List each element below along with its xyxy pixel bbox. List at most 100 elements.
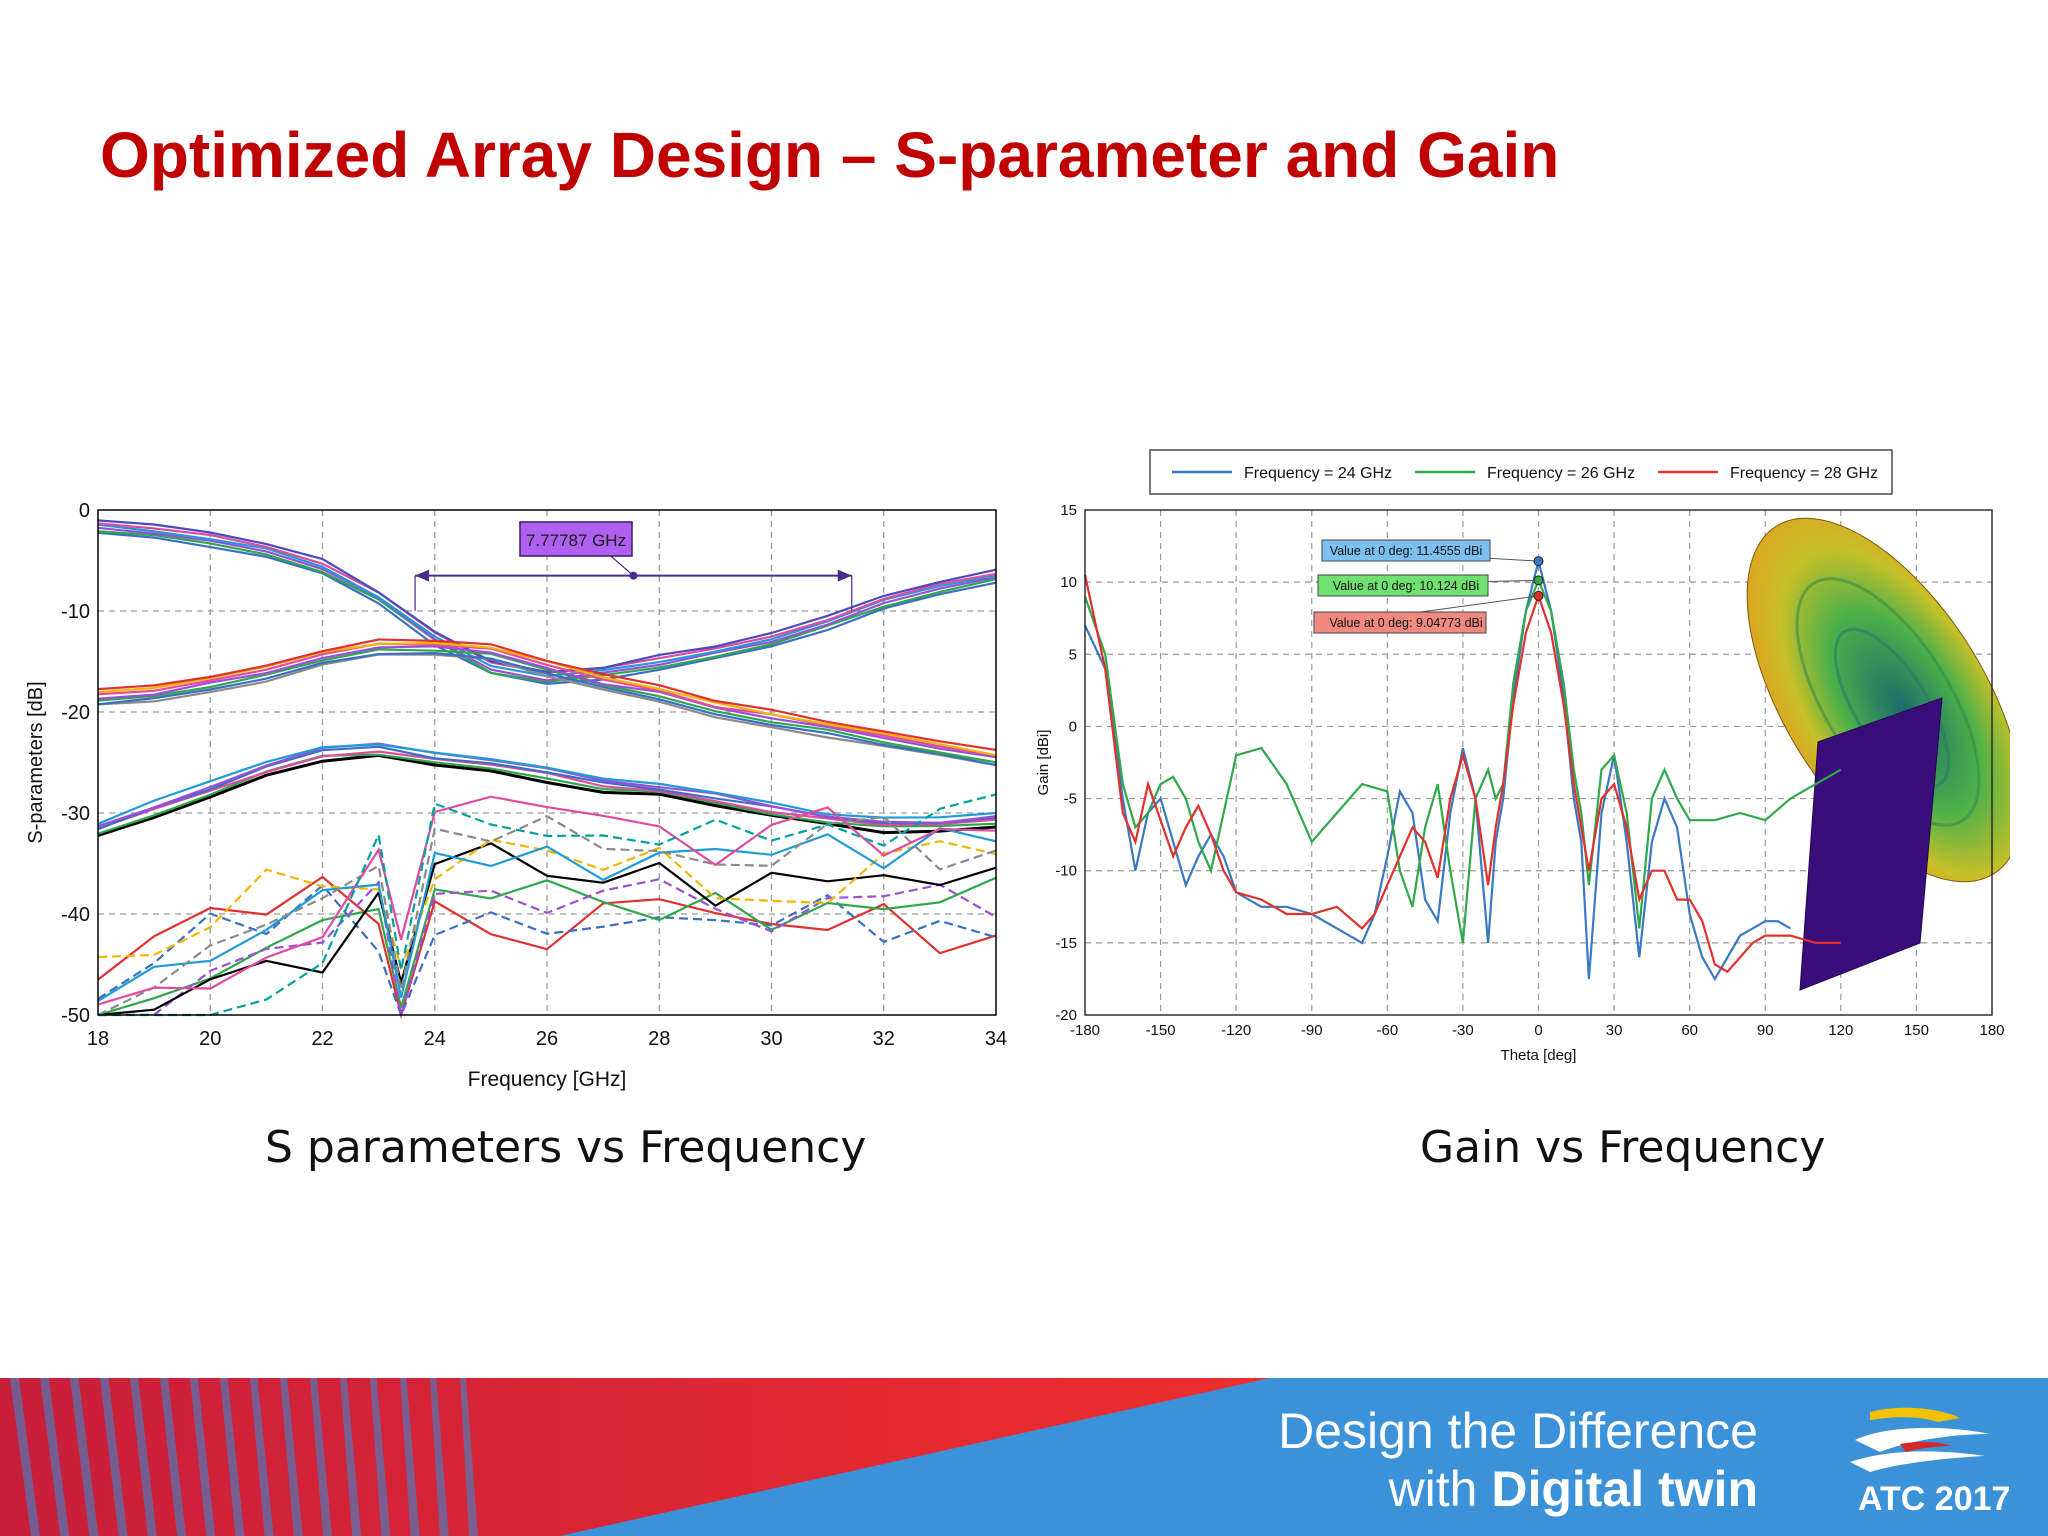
s-annotation-label: 7.77787 GHz: [526, 531, 626, 550]
s-chart-annotation: 7.77787 GHz: [414, 521, 853, 611]
footer-slogan: Design the Difference with Digital twin: [1278, 1402, 1758, 1518]
s-y-tick-label: 0: [79, 500, 90, 522]
s-chart-axes: 18 20 22 24 26 28 30 32 34 0 -10 -20 -30 -40 -50 Freque…: [25, 500, 1007, 1091]
footer-stripe: [70, 1378, 99, 1536]
gain-chart: Frequency = 24 GHz Frequency = 26 GHz Freq…: [1035, 449, 2010, 1064]
g-plot-frame: [1084, 509, 1993, 1016]
s-x-tick-label: 22: [311, 1028, 333, 1050]
g-series-line: [1083, 574, 1841, 974]
s-series-line: [97, 519, 997, 673]
s-series-line: [97, 753, 997, 837]
s-x-tick-label: 24: [424, 1028, 446, 1050]
s-series-line: [97, 651, 997, 767]
footer-stripe: [160, 1378, 186, 1536]
footer-stripe: [310, 1378, 332, 1536]
g-y-axis-label: Gain [dBi]: [1035, 730, 1052, 796]
gain-chart-legend: Frequency = 24 GHz Frequency = 26 GHz Freq…: [1149, 449, 1893, 495]
atc-logo-icon: [1850, 1407, 1990, 1472]
g-marker-label: Value at 0 deg: 9.04773 dBi: [1329, 616, 1482, 630]
s-x-tick-label: 28: [648, 1028, 670, 1050]
caption-gain: Gain vs Frequency: [1420, 1122, 1826, 1173]
s-series-line: [97, 842, 997, 1017]
s-series-line: [97, 876, 997, 1017]
footer-stripes-icon: [10, 1378, 478, 1536]
gain-chart-axes: -180 -150 -120 -90 -60 -30 0 30 60 90 120 150 180151…: [1035, 502, 2005, 1064]
s-arrow-right-icon: [837, 569, 852, 582]
g-marker-box: [1313, 611, 1487, 634]
s-y-axis-label: S-parameters [dB]: [25, 681, 47, 843]
g-array-plane: [1799, 697, 1943, 991]
footer-stripe: [460, 1378, 478, 1536]
g-x-tick-label: -150: [1146, 1022, 1176, 1039]
g-x-tick-label: -180: [1070, 1022, 1100, 1039]
g-marker-box: [1317, 574, 1489, 597]
s-x-tick-label: 32: [873, 1028, 895, 1050]
g-marker-dot: [1533, 590, 1544, 601]
gain-chart-series: [1083, 560, 1842, 982]
caption-s-parameters: S parameters vs Frequency: [265, 1122, 867, 1173]
s-y-tick-label: -20: [61, 702, 90, 724]
footer-stripe: [370, 1378, 391, 1536]
g-legend-entry: Frequency = 26 GHz: [1487, 465, 1635, 482]
g-y-tick-label: 15: [1060, 502, 1077, 519]
g-pattern-ring: [1795, 577, 1981, 827]
footer-stripe: [220, 1378, 245, 1536]
g-marker-dot: [1533, 556, 1544, 567]
g-legend-entry: Frequency = 28 GHz: [1730, 465, 1878, 482]
s-x-tick-label: 34: [985, 1028, 1007, 1050]
footer-stripe: [400, 1378, 420, 1536]
footer-stripe: [250, 1378, 274, 1536]
g-y-tick-label: 5: [1069, 646, 1077, 663]
s-series-line: [97, 743, 997, 825]
s-chart-grid: [98, 510, 996, 1015]
g-x-tick-label: 60: [1681, 1022, 1698, 1039]
g-series-line: [1083, 577, 1842, 944]
gain-chart-markers: Value at 0 deg: 11.4555 dBi Value at 0 de…: [1313, 539, 1544, 634]
s-series-line: [97, 638, 997, 751]
g-x-tick-label: -30: [1452, 1022, 1474, 1039]
g-x-tick-label: 180: [1979, 1022, 2004, 1039]
s-series-line: [97, 875, 997, 1020]
g-marker-dot: [1533, 575, 1544, 586]
g-x-tick-label: -120: [1221, 1022, 1251, 1039]
g-legend-box: [1149, 449, 1893, 495]
g-y-tick-label: -5: [1064, 791, 1077, 808]
s-parameter-chart: 7.77787 GHz 18 20 22 24 26 28 30 32 34 0 -10 -20 -30…: [25, 500, 1007, 1091]
s-x-tick-label: 18: [87, 1028, 109, 1050]
g-y-tick-label: 10: [1060, 574, 1077, 591]
footer-stripe: [130, 1378, 157, 1536]
g-x-tick-label: -90: [1301, 1022, 1323, 1039]
s-series-line: [97, 878, 997, 1017]
footer-stripe: [280, 1378, 303, 1536]
g-x-tick-label: 30: [1606, 1022, 1623, 1039]
s-plot-frame: [97, 509, 997, 1016]
footer-stripe: [190, 1378, 216, 1536]
radiation-pattern-3d-icon: [1746, 517, 2010, 991]
s-y-tick-label: -50: [61, 1005, 90, 1027]
s-series-line: [97, 526, 997, 682]
s-series-line: [97, 530, 997, 684]
g-x-tick-label: 0: [1534, 1022, 1542, 1039]
s-arrow-left-icon: [415, 569, 430, 582]
s-x-tick-label: 30: [760, 1028, 782, 1050]
g-x-tick-label: 90: [1757, 1022, 1774, 1039]
s-y-tick-label: -30: [61, 803, 90, 825]
g-marker-label: Value at 0 deg: 11.4555 dBi: [1330, 544, 1482, 558]
s-series-line: [97, 645, 997, 759]
s-series-line: [97, 814, 997, 1016]
s-chart-series: [97, 519, 997, 1020]
slide-title: Optimized Array Design – S-parameter and…: [100, 119, 1560, 191]
g-legend-entry: Frequency = 24 GHz: [1244, 465, 1392, 482]
g-y-tick-label: 0: [1069, 718, 1077, 735]
s-series-line: [98, 793, 997, 1017]
footer-stripe: [10, 1378, 40, 1536]
atc-logo-text: ATC 2017: [1858, 1480, 2011, 1518]
s-series-line: [97, 795, 997, 1006]
s-series-line: [97, 827, 997, 1002]
s-annotation-box: [519, 521, 633, 557]
g-marker-label: Value at 0 deg: 10.124 dBi: [1333, 579, 1479, 593]
s-series-line: [97, 838, 997, 972]
s-x-axis-label: Frequency [GHz]: [468, 1068, 627, 1091]
s-series-line: [97, 531, 997, 686]
footer-stripe: [40, 1378, 70, 1536]
